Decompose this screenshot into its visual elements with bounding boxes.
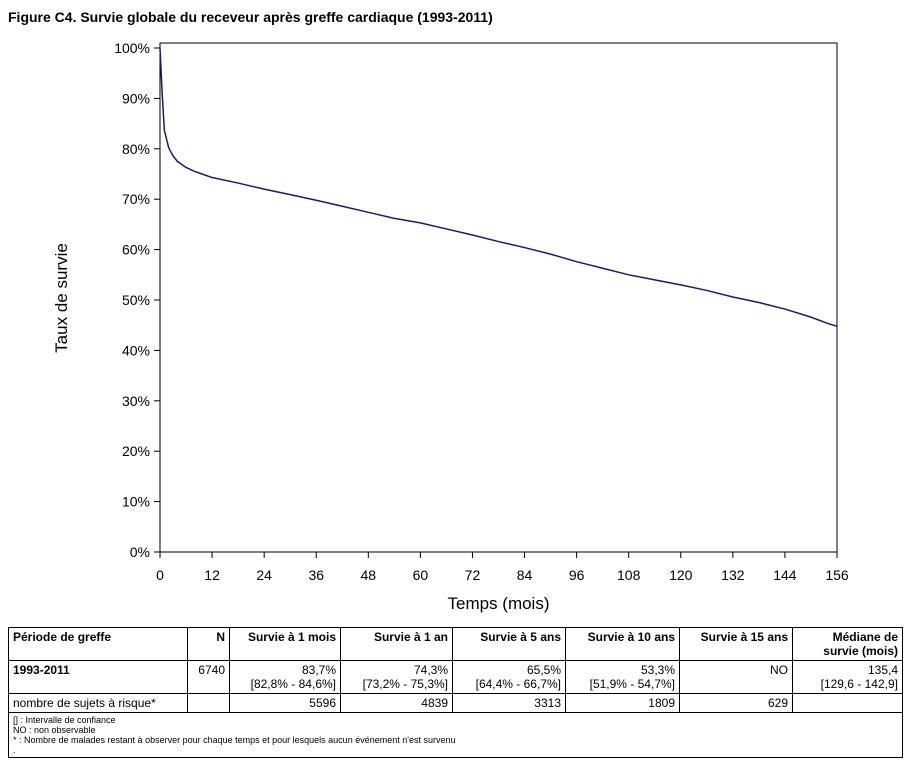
survival-curve bbox=[159, 47, 838, 327]
risk-10-ans: 1809 bbox=[565, 693, 680, 713]
header-survie-1-mois: Survie à 1 mois bbox=[229, 627, 341, 661]
header-survie-10-ans: Survie à 10 ans bbox=[565, 627, 680, 661]
figure-title: Figure C4. Survie globale du receveur ap… bbox=[8, 9, 493, 25]
risk-n bbox=[187, 693, 230, 713]
y-axis-label: Taux de survie bbox=[52, 243, 71, 353]
x-axis-label: Temps (mois) bbox=[447, 594, 550, 613]
table-row: 1993-2011 6740 83,7% [82,8% - 84,6%] 74,3… bbox=[8, 660, 903, 694]
x-tick-label: 84 bbox=[517, 567, 533, 583]
y-tick-label: 60% bbox=[122, 242, 150, 258]
x-tick-label: 12 bbox=[204, 567, 220, 583]
header-periode: Période de greffe bbox=[8, 627, 188, 661]
y-axis: 0% 10% 20% 30% 40% 50% 60% 70% 80% 90% 100% bbox=[114, 40, 160, 560]
risk-row: nombre de sujets à risque* 5596 4839 331… bbox=[8, 693, 903, 713]
row-period: 1993-2011 bbox=[8, 660, 188, 694]
header-survie-1-an: Survie à 1 an bbox=[340, 627, 453, 661]
risk-label: nombre de sujets à risque* bbox=[8, 693, 188, 713]
x-tick-label: 0 bbox=[156, 567, 164, 583]
x-tick-label: 48 bbox=[361, 567, 377, 583]
header-survie-15-ans: Survie à 15 ans bbox=[679, 627, 793, 661]
x-tick-label: 36 bbox=[308, 567, 324, 583]
plot-frame bbox=[159, 42, 838, 553]
x-axis: 0 12 24 36 48 60 72 84 96 108 120 132 144 156 bbox=[156, 552, 849, 583]
note-end: . bbox=[13, 745, 16, 755]
y-tick-label: 40% bbox=[122, 342, 150, 358]
x-tick-label: 144 bbox=[773, 567, 797, 583]
risk-5-ans: 3313 bbox=[452, 693, 566, 713]
y-tick-label: 20% bbox=[122, 443, 150, 459]
risk-1-an: 4839 bbox=[340, 693, 453, 713]
cell-survie-5-ans: 65,5% [64,4% - 66,7%] bbox=[452, 660, 566, 694]
note-ci: [] : Intervalle de confiance bbox=[13, 715, 116, 725]
header-n: N bbox=[187, 627, 230, 661]
y-tick-label: 10% bbox=[122, 494, 150, 510]
y-tick-label: 70% bbox=[122, 191, 150, 207]
header-survie-5-ans: Survie à 5 ans bbox=[452, 627, 566, 661]
x-tick-label: 96 bbox=[569, 567, 585, 583]
x-tick-label: 24 bbox=[256, 567, 272, 583]
row-n: 6740 bbox=[187, 660, 230, 694]
y-tick-label: 90% bbox=[122, 90, 150, 106]
survival-chart: 0% 10% 20% 30% 40% 50% 60% 70% 80% 90% 100% 0 12 24 3… bbox=[114, 40, 849, 583]
risk-mediane bbox=[792, 693, 903, 713]
y-tick-label: 50% bbox=[122, 292, 150, 308]
x-tick-label: 132 bbox=[721, 567, 745, 583]
table-notes: [] : Intervalle de confiance NO : non ob… bbox=[8, 712, 903, 758]
cell-survie-1-mois: 83,7% [82,8% - 84,6%] bbox=[229, 660, 341, 694]
x-tick-label: 108 bbox=[617, 567, 641, 583]
cell-mediane: 135,4 [129,6 - 142,9] bbox=[792, 660, 903, 694]
y-tick-label: 80% bbox=[122, 141, 150, 157]
note-risk: * : Nombre de malades restant à observer… bbox=[13, 735, 456, 745]
y-tick-label: 100% bbox=[114, 40, 150, 56]
x-tick-label: 156 bbox=[825, 567, 849, 583]
risk-1-mois: 5596 bbox=[229, 693, 341, 713]
note-no: NO : non observable bbox=[13, 725, 96, 735]
cell-survie-1-an: 74,3% [73,2% - 75,3%] bbox=[340, 660, 453, 694]
header-mediane: Médiane de survie (mois) bbox=[792, 627, 903, 661]
risk-15-ans: 629 bbox=[679, 693, 793, 713]
notes-row: [] : Intervalle de confiance NO : non ob… bbox=[8, 712, 903, 758]
y-tick-label: 30% bbox=[122, 393, 150, 409]
y-tick-label: 0% bbox=[130, 544, 150, 560]
table-header-row: Période de greffe N Survie à 1 mois Surv… bbox=[8, 627, 903, 661]
cell-survie-10-ans: 53,3% [51,9% - 54,7%] bbox=[565, 660, 680, 694]
cell-survie-15-ans: NO bbox=[679, 660, 793, 694]
x-tick-label: 120 bbox=[669, 567, 693, 583]
survival-table: Période de greffe N Survie à 1 mois Surv… bbox=[8, 627, 903, 758]
x-tick-label: 72 bbox=[465, 567, 481, 583]
x-tick-label: 60 bbox=[413, 567, 429, 583]
